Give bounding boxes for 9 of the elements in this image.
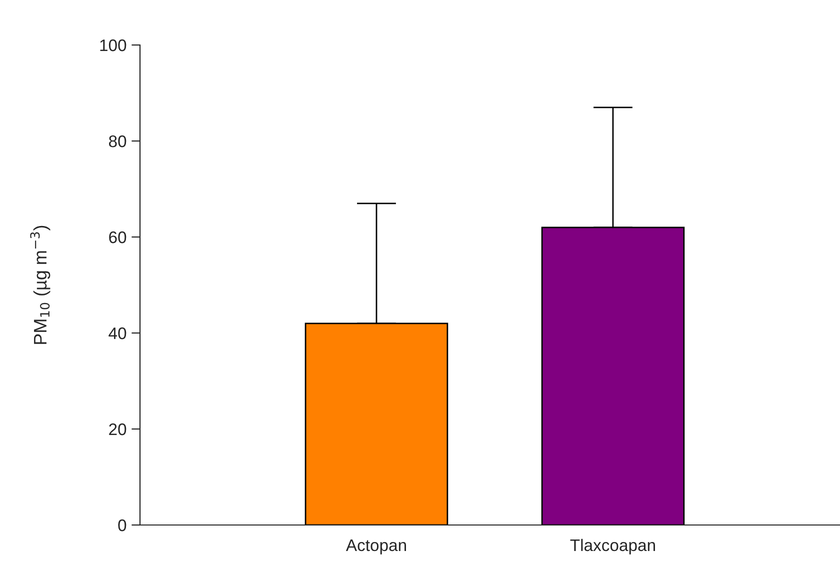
y-tick-label: 100 bbox=[100, 39, 126, 52]
y-tick-label: 60 bbox=[109, 231, 126, 244]
y-tick-label: 0 bbox=[118, 519, 126, 532]
y-axis-title: PM$_{10}$ (µg m$^{−3}$) bbox=[30, 226, 50, 344]
x-tick-label: Tlaxcoapan bbox=[570, 538, 655, 554]
y-tick-label: 40 bbox=[108, 327, 126, 340]
y-tick-label: 80 bbox=[108, 135, 126, 148]
y-tick-label: 20 bbox=[109, 423, 126, 436]
x-tick-label: Actopan bbox=[346, 540, 406, 554]
